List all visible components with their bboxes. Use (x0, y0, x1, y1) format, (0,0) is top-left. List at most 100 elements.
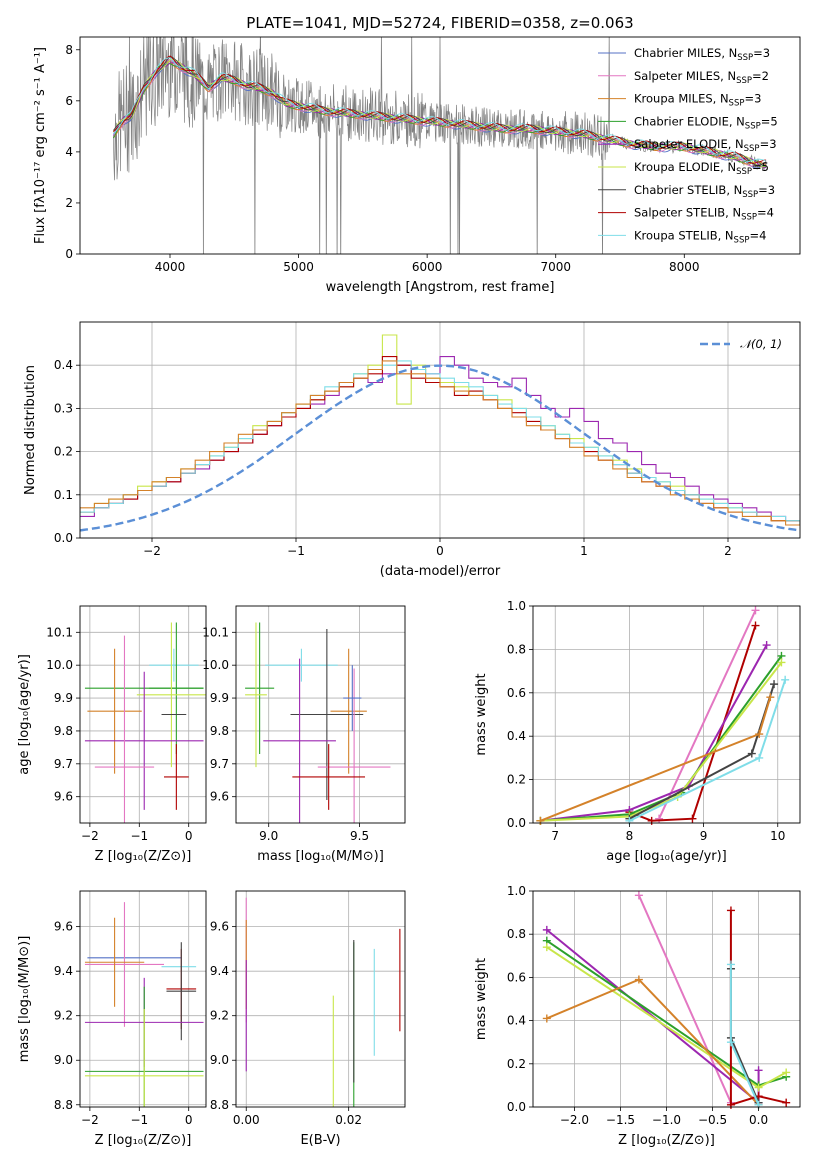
weight-marker (747, 749, 756, 758)
x-tick-label: −0.5 (698, 1113, 727, 1127)
x-tick-label: 1 (580, 544, 588, 558)
y-tick-label: 9.0 (54, 1053, 73, 1067)
y-tick-label: 9.6 (54, 920, 73, 934)
x-tick-label: 9.0 (259, 829, 278, 843)
legend-label-sub: SSP (742, 190, 758, 200)
legend-label-sub: SSP (741, 213, 757, 223)
legend-label-sub: SSP (734, 235, 750, 245)
weight-marker (542, 1014, 551, 1023)
weight-marker (766, 693, 775, 702)
y-tick-label: 0.4 (54, 358, 73, 372)
y-tick-label: 0.1 (54, 488, 73, 502)
weight-marker (754, 1066, 763, 1075)
model-line-salpeter-elodie (112, 62, 767, 169)
weight-line-salpeter-miles (658, 609, 757, 820)
legend-label-sub: SSP (737, 53, 753, 63)
legend-label-sub: SSP (736, 76, 752, 86)
x-tick-label: 6000 (412, 260, 443, 274)
errorbar-point (166, 942, 197, 1041)
y-tick-label: 8.8 (210, 1098, 229, 1112)
weight-lines (536, 606, 790, 825)
ticks: −2 −1 0 9.6 9.7 9.8 9.9 10.0 10.1 (46, 625, 192, 843)
errorbar-point (330, 648, 367, 774)
ticks: −2 −1 0 1 2 0.0 0.1 0.2 0.3 0.4 (54, 358, 732, 558)
errorbar-point (317, 668, 391, 823)
x-tick-label: 9.5 (350, 829, 369, 843)
y-tick-label: 9.8 (210, 724, 229, 738)
x-axis-label: Z [log₁₀(Z/Z⊙)] (95, 1133, 192, 1148)
ticks: −2 −1 0 8.8 9.0 9.2 9.4 9.6 (54, 920, 193, 1127)
x-tick-label: 0 (185, 1113, 193, 1127)
histogram-kroupa-stelib (80, 360, 800, 526)
y-tick-label: 9.0 (210, 1053, 229, 1067)
axes-frame (532, 605, 801, 824)
x-tick-label: 8000 (669, 260, 700, 274)
y-tick-label: 0.2 (507, 1057, 526, 1071)
x-tick-label: 7 (551, 829, 559, 843)
y-tick-label: 1.0 (507, 884, 526, 898)
x-axis-label: Z [log₁₀(Z/Z⊙)] (95, 849, 192, 864)
x-tick-label: 9 (700, 829, 708, 843)
axes-frame (79, 890, 207, 1108)
x-axis-label: Z [log₁₀(Z/Z⊙)] (618, 1133, 715, 1148)
y-tick-label: 9.7 (210, 757, 229, 771)
plot-area (80, 334, 800, 532)
weight-marker (647, 816, 656, 825)
errorbar-point (164, 744, 189, 810)
histogram-kroupa-miles (80, 360, 800, 526)
errorbar-point (94, 635, 155, 823)
x-tick-label: 2 (724, 544, 732, 558)
y-tick-label: 9.8 (54, 724, 73, 738)
panel-spectrum: 4000 5000 6000 7000 8000 0 2 4 6 8 wavelength [Ang… (33, 36, 801, 295)
y-tick-label: 9.2 (54, 1009, 73, 1023)
y-tick-label: 0.0 (507, 1100, 526, 1114)
axes-frame (235, 605, 406, 824)
weight-marker (755, 730, 764, 739)
weight-marker (782, 1068, 791, 1077)
legend-label: Kroupa STELIB, NSSP=4 (634, 228, 766, 245)
weight-marker (688, 814, 697, 823)
legend-label-tail: =3 (758, 183, 775, 197)
x-tick-label: −2 (81, 1113, 99, 1127)
plot-area (112, 37, 767, 254)
legend-label-tail: =3 (753, 46, 770, 60)
weight-marker (634, 891, 643, 900)
errorbars (84, 902, 204, 1107)
axes-frame (79, 605, 207, 824)
errorbar-point (84, 1009, 204, 1107)
weight-lines (542, 891, 791, 1109)
x-axis-label: E(B-V) (300, 1133, 340, 1148)
y-tick-label: 9.9 (210, 691, 229, 705)
x-tick-label: −1 (287, 544, 305, 558)
x-tick-label: −1 (130, 1113, 148, 1127)
x-tick-label: 8 (626, 829, 634, 843)
y-axis-label: Flux [fλ10⁻¹⁷ erg cm⁻² s⁻¹ A⁻¹] (33, 47, 48, 244)
legend-label-sub: SSP (729, 99, 745, 109)
model-line-kroupa-stelib (113, 57, 767, 162)
y-axis-label: age [log₁₀(age/yr)] (17, 654, 32, 775)
x-tick-label: 4000 (155, 260, 186, 274)
legend-label-main: Salpeter ELODIE, N (634, 137, 744, 151)
errorbar-point (84, 917, 145, 1007)
axes-frame (79, 321, 801, 539)
plot-area (536, 606, 790, 825)
y-tick-label: 0.6 (507, 686, 526, 700)
x-tick-label: 5000 (283, 260, 314, 274)
x-tick-label: 0 (185, 829, 193, 843)
legend-label-tail: =4 (757, 206, 774, 220)
y-tick-label: 0.4 (507, 729, 526, 743)
x-tick-label: 0.0 (749, 1113, 768, 1127)
weight-marker (751, 606, 760, 615)
y-tick-label: 9.6 (54, 790, 73, 804)
weight-line-chabrier-elodie (540, 655, 783, 822)
weight-marker (542, 943, 551, 952)
panel-residuals: −2 −1 0 1 2 0.0 0.1 0.2 0.3 0.4 (data-model)/error… (23, 321, 801, 579)
errorbar-point (136, 622, 206, 768)
weight-marker (755, 753, 764, 762)
x-tick-label: 0.02 (335, 1113, 362, 1127)
weight-line-kroupa-miles (540, 696, 772, 822)
y-tick-label: 0.3 (54, 401, 73, 415)
legend-label-tail: =4 (749, 228, 766, 242)
weight-line-salpeter-miles (637, 894, 732, 1104)
